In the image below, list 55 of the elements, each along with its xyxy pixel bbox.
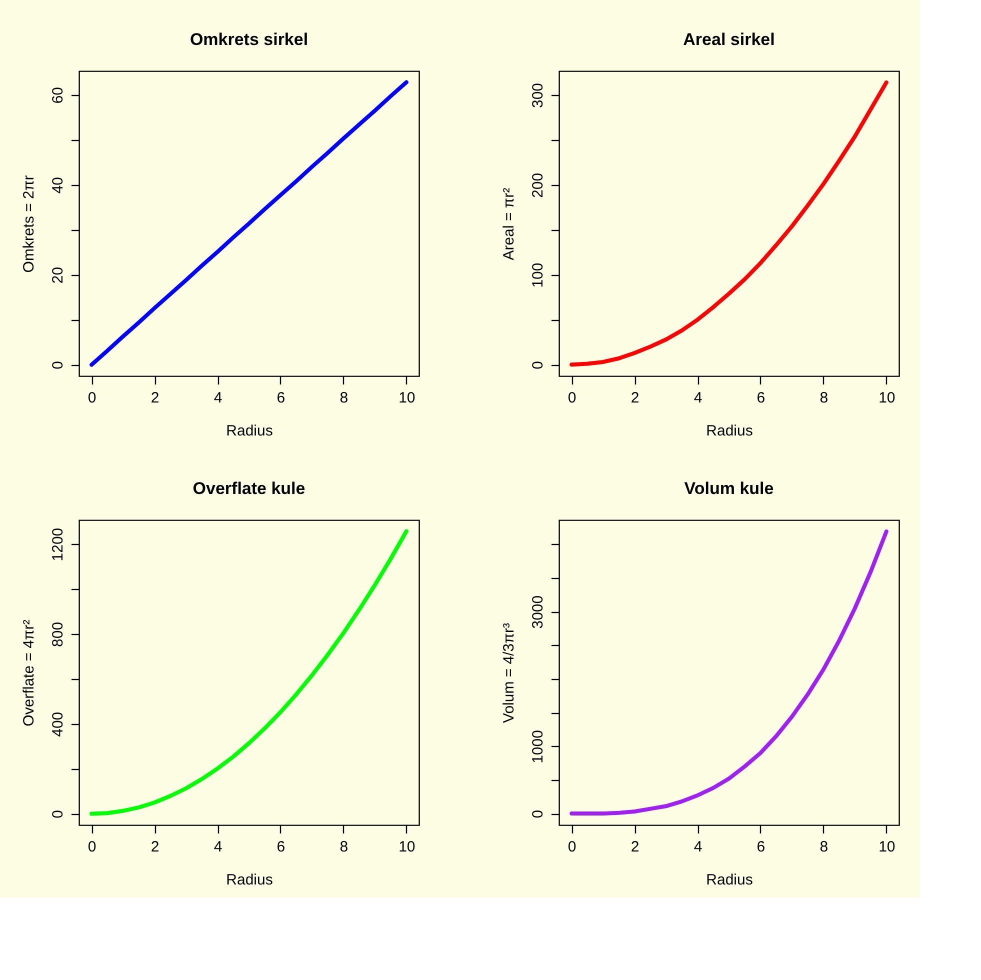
y-tick-label: 800 <box>50 622 66 647</box>
x-tick-label: 10 <box>398 838 416 856</box>
x-tick-label: 8 <box>340 838 348 856</box>
x-tick-label: 4 <box>214 838 222 856</box>
x-tick-label: 8 <box>820 838 828 856</box>
y-tick-label: 100 <box>530 262 546 288</box>
y-tick-label: 300 <box>530 82 546 108</box>
chart-title: Areal sirkel <box>683 30 775 49</box>
x-tick-label: 10 <box>878 838 896 856</box>
x-tick-label: 8 <box>340 390 348 406</box>
y-axis-title: Omkrets = 2πr <box>20 175 38 273</box>
x-tick-label: 0 <box>568 838 576 856</box>
y-tick-label: 0 <box>530 361 546 370</box>
x-axis-title: Radius <box>226 872 273 888</box>
y-tick-label: 1000 <box>530 730 546 764</box>
x-tick-label: 4 <box>694 390 702 406</box>
y-axis-title: Volum = 4/3πr³ <box>500 623 518 723</box>
x-tick-label: 0 <box>568 390 576 406</box>
x-tick-label: 0 <box>88 390 96 406</box>
x-tick-label: 10 <box>398 390 416 406</box>
y-axis-title: Overflate = 4πr² <box>20 620 38 726</box>
line-series <box>570 80 888 367</box>
y-tick-label: 200 <box>530 172 546 198</box>
y-tick-label: 1200 <box>50 528 66 562</box>
y-axis-title: Areal = πr² <box>500 188 518 260</box>
x-axis-title: Radius <box>706 872 753 888</box>
line-series <box>90 529 408 816</box>
x-tick-label: 6 <box>756 838 766 856</box>
chart-title: Volum kule <box>684 479 774 498</box>
x-tick-label: 6 <box>276 390 286 406</box>
y-tick-label: 0 <box>50 810 66 818</box>
y-tick-label: 20 <box>50 266 66 284</box>
line-series <box>570 529 888 816</box>
y-tick-label: 0 <box>530 810 546 818</box>
x-axis-title: Radius <box>706 422 753 440</box>
x-tick-label: 4 <box>214 390 222 406</box>
x-tick-label: 6 <box>276 838 286 856</box>
x-tick-label: 2 <box>630 838 640 856</box>
x-tick-label: 2 <box>150 838 160 856</box>
y-tick-label: 400 <box>50 712 66 737</box>
chart-title: Omkrets sirkel <box>190 30 308 49</box>
chart-title: Overflate kule <box>192 479 306 498</box>
x-tick-label: 0 <box>88 838 96 856</box>
x-axis-title: Radius <box>226 422 273 440</box>
y-tick-label: 40 <box>50 176 66 194</box>
x-tick-label: 8 <box>820 390 828 406</box>
x-tick-label: 2 <box>150 390 160 406</box>
x-tick-label: 2 <box>630 390 640 406</box>
x-tick-label: 4 <box>694 838 702 856</box>
y-tick-label: 0 <box>50 361 66 370</box>
x-tick-label: 6 <box>756 390 766 406</box>
y-tick-label: 60 <box>50 87 66 104</box>
x-tick-label: 10 <box>878 390 896 406</box>
y-tick-label: 3000 <box>530 595 546 629</box>
line-series <box>90 80 408 367</box>
